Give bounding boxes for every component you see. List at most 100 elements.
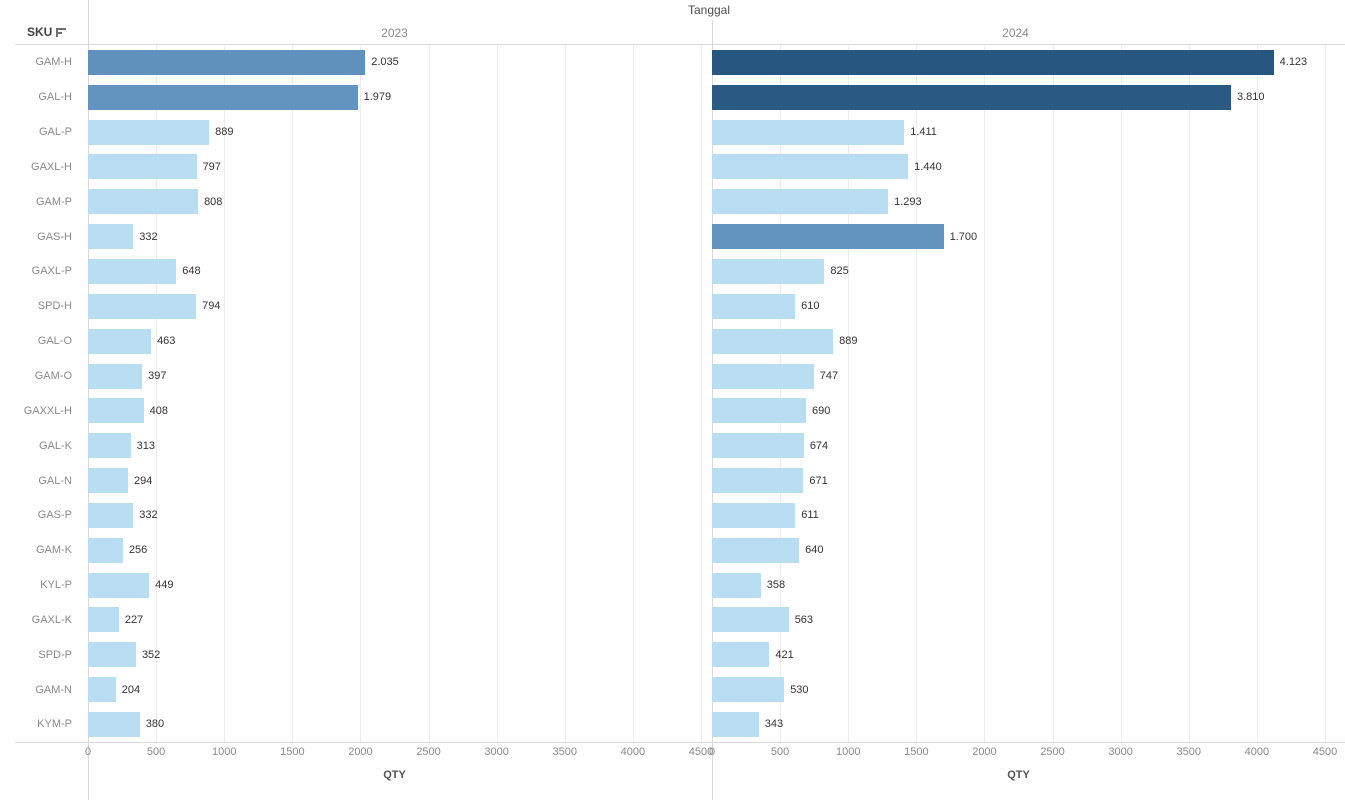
row-field-header[interactable]: SKU [27, 25, 67, 39]
bar-2023-gal-p[interactable] [88, 119, 210, 145]
gridline [632, 45, 634, 742]
bar-value-label: 397 [148, 370, 167, 383]
bar-2024-gam-o[interactable] [712, 363, 814, 389]
bar-row-2023-gam-p: 808 [88, 184, 701, 219]
bar-2023-gal-k[interactable] [88, 433, 131, 459]
bar-2023-gam-h[interactable] [88, 49, 366, 75]
sku-label-kyl-p[interactable]: KYL-P [40, 579, 72, 592]
bar-row-2023-gal-n: 294 [88, 463, 701, 498]
bar-value-label: 610 [801, 300, 820, 313]
gridline [224, 45, 226, 742]
x-tick-label: 2500 [416, 746, 441, 758]
bar-2023-gam-k[interactable] [88, 537, 123, 563]
bar-2023-kym-p[interactable] [88, 711, 140, 737]
bar-2023-spd-h[interactable] [88, 293, 197, 319]
bar-2024-gal-h[interactable] [712, 84, 1231, 110]
x-tick-label: 3000 [1108, 746, 1133, 758]
bar-2024-gaxl-h[interactable] [712, 154, 909, 180]
sku-label-gam-n[interactable]: GAM-N [35, 683, 72, 696]
bar-2024-gam-n[interactable] [712, 677, 785, 703]
bar-2023-gam-n[interactable] [88, 677, 116, 703]
bar-value-label: 227 [124, 613, 144, 626]
sku-label-gam-o[interactable]: GAM-O [34, 370, 72, 383]
bar-2024-gal-o[interactable] [712, 328, 834, 354]
sort-descending-icon[interactable] [56, 27, 67, 38]
bar-value-label: 674 [809, 439, 829, 452]
sku-label-gaxxl-h[interactable]: GAXXL-H [23, 404, 72, 417]
bar-2024-gal-n[interactable] [712, 468, 804, 494]
sku-label-spd-p[interactable]: SPD-P [38, 648, 72, 661]
bar-2024-gal-k[interactable] [712, 433, 804, 459]
bar-value-label: 294 [134, 474, 153, 487]
gridline [156, 45, 158, 742]
bar-rows-2023: 2.035 1.979 889 797 808 332 648 794 463 397 408 313… [88, 45, 701, 742]
sku-label-gal-o[interactable]: GAL-O [37, 335, 72, 348]
bar-row-2023-gal-k: 313 [88, 428, 701, 463]
bar-2024-gam-h[interactable] [712, 49, 1274, 75]
bar-row-2023-gaxl-h: 797 [88, 150, 701, 185]
bar-2024-spd-p[interactable] [712, 642, 770, 668]
pane-2024: 2024 4.123 3.810 1.411 1.440 1.293 1.700 825 61… [709, 26, 1337, 800]
bar-2024-gas-h[interactable] [712, 224, 944, 250]
bar-2024-gal-p[interactable] [712, 119, 905, 145]
pane-2023: 2023 2.035 1.979 889 797 808 332 648 794 463 397 4… [85, 26, 713, 800]
sku-label-gaxl-h[interactable]: GAXL-H [31, 160, 72, 173]
bar-2023-gaxl-k[interactable] [88, 607, 119, 633]
bar-value-label: 1.979 [363, 91, 392, 104]
bar-row-2024-gam-p: 1.293 [712, 184, 1325, 219]
sku-label-gal-n[interactable]: GAL-N [38, 474, 72, 487]
sku-label-gam-h[interactable]: GAM-H [35, 56, 72, 69]
bar-row-2024-kyl-p: 358 [712, 568, 1325, 603]
bar-value-label: 640 [805, 544, 824, 557]
column-field-title: Tanggal [687, 3, 731, 17]
bar-value-label: 408 [149, 404, 168, 417]
bar-2024-kyl-p[interactable] [712, 572, 761, 598]
bar-value-label: 648 [182, 265, 201, 278]
sku-label-gaxl-p[interactable]: GAXL-P [31, 265, 72, 278]
bar-row-2024-gam-n: 530 [712, 672, 1325, 707]
bar-2023-gaxl-h[interactable] [88, 154, 197, 180]
sku-label-gas-h[interactable]: GAS-H [37, 230, 72, 243]
bar-2023-gas-p[interactable] [88, 502, 134, 528]
x-tick-label: 2000 [972, 746, 997, 758]
bar-2023-kyl-p[interactable] [88, 572, 150, 598]
sku-label-gal-k[interactable]: GAL-K [38, 439, 72, 452]
sku-label-gam-k[interactable]: GAM-K [35, 544, 72, 557]
sku-label-gam-p[interactable]: GAM-P [35, 195, 72, 208]
sku-label-kym-p[interactable]: KYM-P [37, 718, 72, 731]
bar-2024-gaxl-k[interactable] [712, 607, 789, 633]
bar-2023-gam-o[interactable] [88, 363, 143, 389]
bar-value-label: 204 [121, 683, 141, 696]
bar-2023-gam-p[interactable] [88, 189, 199, 215]
bar-2024-gas-p[interactable] [712, 502, 796, 528]
sku-label-gas-p[interactable]: GAS-P [37, 509, 72, 522]
bar-row-2023-gal-p: 889 [88, 115, 701, 150]
sku-label-gal-h[interactable]: GAL-H [38, 91, 72, 104]
bar-2023-gaxxl-h[interactable] [88, 398, 144, 424]
bar-2024-gaxl-p[interactable] [712, 258, 825, 284]
sku-row-labels: GAM-H GAL-H GAL-P GAXL-H GAM-P GAS-H GAXL-P SPD… [0, 45, 80, 742]
bar-row-2024-gas-h: 1.700 [712, 219, 1325, 254]
bar-2023-gas-h[interactable] [88, 224, 134, 250]
row-field-label: SKU [27, 25, 53, 39]
bar-2024-spd-h[interactable] [712, 293, 796, 319]
bar-2023-gal-o[interactable] [88, 328, 152, 354]
bar-2024-gaxxl-h[interactable] [712, 398, 806, 424]
bar-2024-gam-p[interactable] [712, 189, 889, 215]
sku-label-gaxl-k[interactable]: GAXL-K [31, 613, 72, 626]
bar-2023-gaxl-p[interactable] [88, 258, 177, 284]
x-axis-title-2024: QTY [1007, 769, 1030, 781]
bar-2024-gam-k[interactable] [712, 537, 800, 563]
sku-label-spd-h[interactable]: SPD-H [37, 300, 72, 313]
bar-2023-spd-p[interactable] [88, 642, 136, 668]
bar-2023-gal-n[interactable] [88, 468, 129, 494]
sku-label-gal-p[interactable]: GAL-P [38, 126, 72, 139]
gridline [496, 45, 498, 742]
x-tick-label: 500 [770, 746, 790, 758]
header-divider-line [15, 44, 1345, 45]
bar-value-label: 889 [215, 126, 234, 139]
bar-2024-kym-p[interactable] [712, 711, 759, 737]
bar-row-2024-spd-h: 610 [712, 289, 1325, 324]
bar-value-label: 313 [136, 439, 155, 452]
bar-2023-gal-h[interactable] [88, 84, 358, 110]
